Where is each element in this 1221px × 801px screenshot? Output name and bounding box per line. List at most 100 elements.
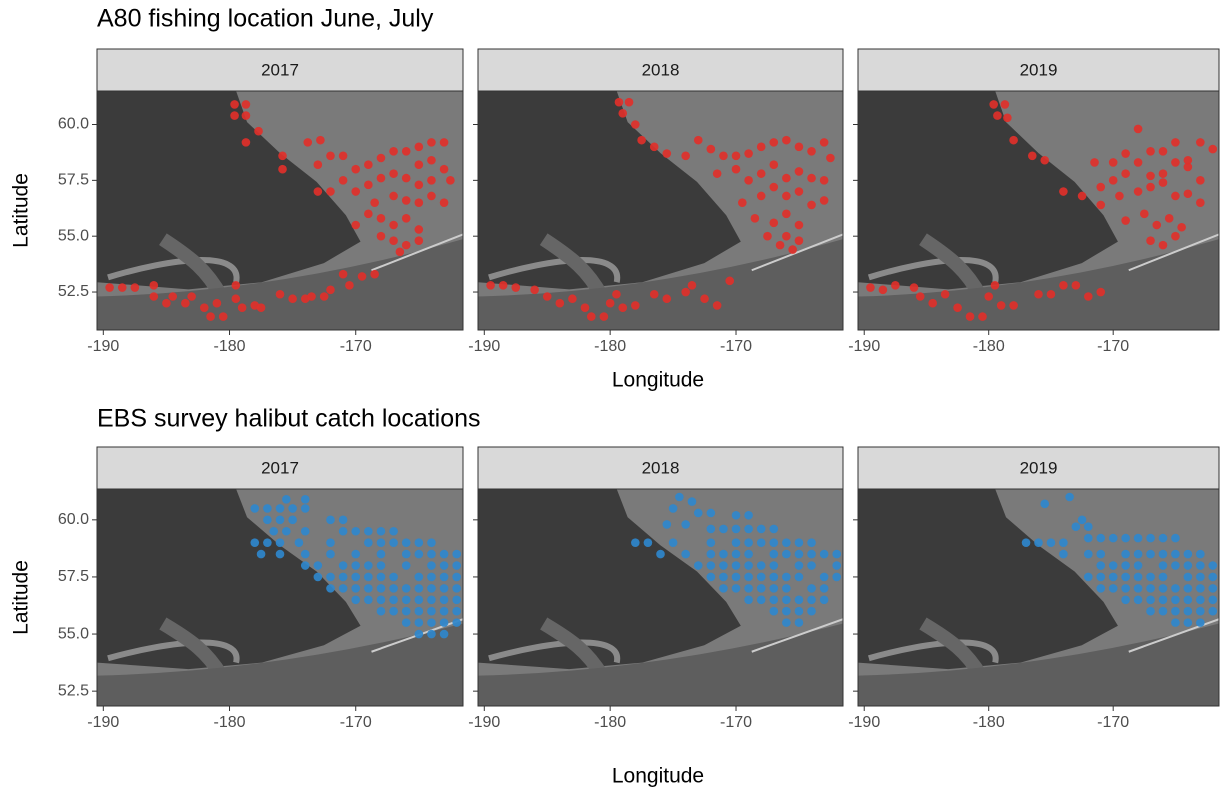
point	[314, 187, 323, 196]
point	[757, 584, 766, 593]
point	[820, 584, 829, 593]
point	[402, 561, 411, 570]
point	[807, 538, 816, 547]
point	[769, 561, 778, 570]
point	[1121, 595, 1130, 604]
point	[581, 303, 590, 312]
point	[782, 584, 791, 593]
point	[795, 221, 804, 230]
point	[1146, 147, 1155, 156]
facet-label: 2017	[261, 60, 299, 79]
point	[339, 516, 348, 525]
facet-label: 2017	[261, 458, 299, 477]
point	[688, 497, 697, 506]
point	[1096, 550, 1105, 559]
point	[1159, 595, 1168, 604]
point	[1109, 158, 1118, 167]
y-tick-label: 60.0	[58, 511, 89, 528]
point	[826, 154, 835, 163]
point	[543, 292, 552, 301]
point	[1096, 573, 1105, 582]
point	[744, 511, 753, 520]
point	[681, 151, 690, 160]
point	[807, 607, 816, 616]
facet-label: 2019	[1020, 60, 1058, 79]
point	[219, 312, 228, 321]
point	[807, 584, 816, 593]
point	[1134, 561, 1143, 570]
point	[250, 538, 259, 547]
facet-label: 2018	[642, 458, 680, 477]
point	[1146, 584, 1155, 593]
point	[1159, 607, 1168, 616]
point	[807, 201, 816, 210]
point	[326, 573, 335, 582]
point	[1109, 534, 1118, 543]
point	[269, 527, 278, 536]
point	[1196, 198, 1205, 207]
point	[820, 550, 829, 559]
point	[415, 550, 424, 559]
point	[1159, 178, 1168, 187]
point	[832, 561, 841, 570]
x-tick-label: -180	[594, 714, 626, 731]
point	[238, 303, 247, 312]
point	[795, 187, 804, 196]
point	[1146, 172, 1155, 181]
point	[1096, 561, 1105, 570]
point	[452, 595, 461, 604]
point	[1146, 595, 1155, 604]
point	[1059, 187, 1068, 196]
point	[1134, 534, 1143, 543]
point	[707, 573, 716, 582]
point	[744, 561, 753, 570]
point	[377, 232, 386, 241]
point	[402, 196, 411, 205]
point	[966, 312, 975, 321]
map-panel	[478, 489, 843, 706]
point	[989, 100, 998, 109]
point	[732, 538, 741, 547]
point	[1121, 216, 1130, 225]
point	[314, 561, 323, 570]
point	[389, 192, 398, 201]
point	[879, 285, 888, 294]
point	[452, 607, 461, 616]
point	[389, 573, 398, 582]
point	[230, 100, 239, 109]
point	[415, 618, 424, 627]
point	[301, 504, 310, 513]
point	[1096, 183, 1105, 192]
point	[1121, 561, 1130, 570]
point	[364, 595, 373, 604]
point	[1196, 176, 1205, 185]
point	[795, 167, 804, 176]
point	[757, 538, 766, 547]
point	[1184, 618, 1193, 627]
point	[757, 573, 766, 582]
point	[295, 538, 304, 547]
point	[427, 618, 436, 627]
point	[276, 550, 285, 559]
point	[644, 538, 653, 547]
point	[230, 111, 239, 120]
point	[326, 285, 335, 294]
point	[732, 584, 741, 593]
point	[681, 288, 690, 297]
point	[1184, 584, 1193, 593]
point	[1208, 584, 1217, 593]
point	[587, 312, 596, 321]
point	[440, 573, 449, 582]
point	[415, 630, 424, 639]
point	[1084, 550, 1093, 559]
point	[263, 538, 272, 547]
point	[1003, 114, 1012, 123]
point	[345, 281, 354, 290]
facet-label: 2018	[642, 60, 680, 79]
point	[694, 136, 703, 145]
point	[1009, 136, 1018, 145]
point	[719, 550, 728, 559]
point	[415, 607, 424, 616]
chart-title: A80 fishing location June, July	[97, 5, 434, 33]
point	[769, 138, 778, 147]
